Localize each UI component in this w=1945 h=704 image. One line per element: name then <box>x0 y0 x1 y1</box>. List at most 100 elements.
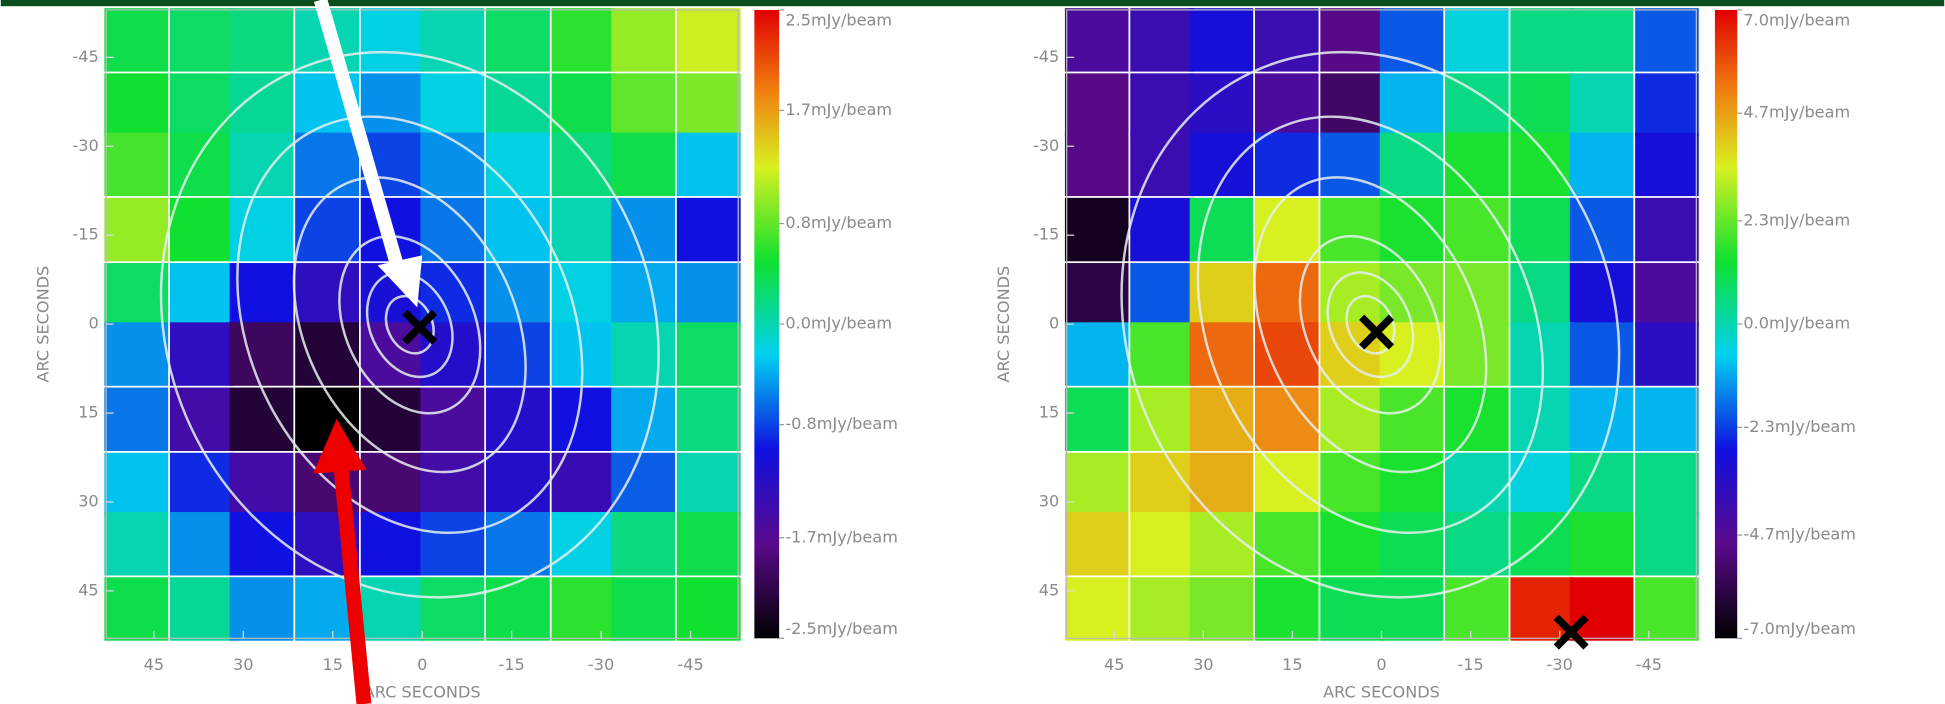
heatmap-cell <box>295 132 360 197</box>
heatmap-cell <box>1379 452 1444 517</box>
heatmap-cell <box>169 387 234 452</box>
heatmap-cell <box>169 8 234 72</box>
heatmap-cell <box>104 8 169 72</box>
colorbar-label: 0.8mJy/beam <box>785 213 892 232</box>
heatmap-cell <box>1064 452 1129 517</box>
heatmap-cell <box>1254 387 1319 452</box>
x-tick-label: -15 <box>1457 655 1483 674</box>
heatmap-cell <box>676 73 741 137</box>
y-tick-label: 0 <box>88 314 98 333</box>
heatmap-cell <box>1635 197 1699 262</box>
heatmap-cell <box>611 132 676 197</box>
heatmap-cell <box>1130 73 1194 137</box>
heatmap-cell <box>1254 8 1319 72</box>
heatmap-cell <box>360 73 425 137</box>
heatmap-cell <box>169 73 234 137</box>
heatmap-cell <box>1130 577 1194 641</box>
heatmap-cell <box>1254 197 1319 262</box>
colorbar-label: -2.3mJy/beam <box>1743 417 1856 436</box>
heatmap-cell <box>1635 263 1699 327</box>
heatmap-cell <box>676 452 741 517</box>
heatmap-cell <box>611 322 676 386</box>
heatmap-cell <box>169 512 234 576</box>
heatmap-cell <box>1320 73 1384 137</box>
heatmap-cell <box>1569 577 1634 641</box>
heatmap-cell <box>1569 322 1634 386</box>
heatmap-cell <box>1379 512 1444 576</box>
heatmap-cell <box>1445 263 1509 327</box>
heatmap-cell <box>104 73 169 137</box>
heatmap-cell <box>360 452 425 517</box>
heatmap-cell <box>551 387 616 452</box>
y-tick-label: -45 <box>72 47 98 66</box>
heatmap-cell <box>1320 8 1384 72</box>
heatmap-cell <box>420 387 485 452</box>
heatmap-cell <box>360 8 425 72</box>
colorbar-label: 0.0mJy/beam <box>1743 314 1850 333</box>
heatmap-cell <box>169 322 234 386</box>
heatmap-cell <box>485 452 550 517</box>
x-axis-label: ARC SECONDS <box>364 682 481 701</box>
heatmap-cell <box>1254 132 1319 197</box>
heatmap-cell <box>1189 8 1254 72</box>
colorbar-label: 4.7mJy/beam <box>1743 103 1850 122</box>
heatmap-cell <box>1635 452 1699 517</box>
heatmap-cell <box>1064 263 1129 327</box>
heatmap-cell <box>1445 132 1509 197</box>
heatmap-cell <box>1635 8 1699 72</box>
heatmap-cell <box>485 322 550 386</box>
heatmap-cell <box>1254 452 1319 517</box>
heatmap-cell <box>1510 263 1574 327</box>
heatmap-cell <box>485 197 550 262</box>
y-tick-label: -30 <box>1033 136 1059 155</box>
y-tick-label: 45 <box>1039 580 1060 599</box>
heatmap-cell <box>485 387 550 452</box>
heatmap-cell <box>229 132 294 197</box>
heatmap-cell <box>169 577 234 641</box>
heatmap-cell <box>1445 197 1509 262</box>
heatmap-cell <box>1569 387 1634 452</box>
x-tick-label: 45 <box>1104 655 1125 674</box>
colorbar-label: -4.7mJy/beam <box>1743 525 1856 544</box>
colorbar-label: -1.7mJy/beam <box>785 527 898 546</box>
cross-markers <box>402 309 1589 650</box>
heatmap-cell <box>360 387 425 452</box>
colorbar-label: -0.8mJy/beam <box>785 414 898 433</box>
heatmap-cell <box>1254 577 1319 641</box>
x-tick-label: 30 <box>233 655 254 674</box>
heatmap-cell <box>485 8 550 72</box>
heatmap-cell <box>104 322 169 386</box>
heatmap-cell <box>551 197 616 262</box>
heatmap-cell <box>611 8 676 72</box>
heatmap-cell <box>676 132 741 197</box>
y-tick-label: 0 <box>1049 314 1059 333</box>
x-tick-label: 0 <box>1376 655 1386 674</box>
heatmap-cell <box>1320 387 1384 452</box>
heatmap-cell <box>1189 452 1254 517</box>
heatmap-cell <box>104 263 169 327</box>
heatmap-cell <box>1379 8 1444 72</box>
heatmap-cell <box>104 577 169 641</box>
heatmap-cell <box>1510 577 1574 641</box>
heatmap-cell <box>420 452 485 517</box>
heatmap-cell <box>1569 263 1634 327</box>
heatmap-cell <box>104 132 169 197</box>
heatmap-cell <box>1379 132 1444 197</box>
heatmap-cell <box>1510 197 1574 262</box>
heatmap-cell <box>229 8 294 72</box>
heatmap-cell <box>551 322 616 386</box>
heatmap-cell <box>229 387 294 452</box>
heatmap-cell <box>611 73 676 137</box>
heatmap-cell <box>1064 387 1129 452</box>
heatmap-cell <box>1445 577 1509 641</box>
heatmap-cell <box>1320 452 1384 517</box>
heatmap-cell <box>1445 73 1509 137</box>
heatmap-cell <box>485 577 550 641</box>
heatmap-cell <box>1635 132 1699 197</box>
heatmap-cell <box>611 452 676 517</box>
heatmap-cell <box>1510 512 1574 576</box>
heatmap-cell <box>104 387 169 452</box>
heatmap-cell <box>551 263 616 327</box>
heatmap-cell <box>676 577 741 641</box>
x-tick-label: 45 <box>144 655 165 674</box>
